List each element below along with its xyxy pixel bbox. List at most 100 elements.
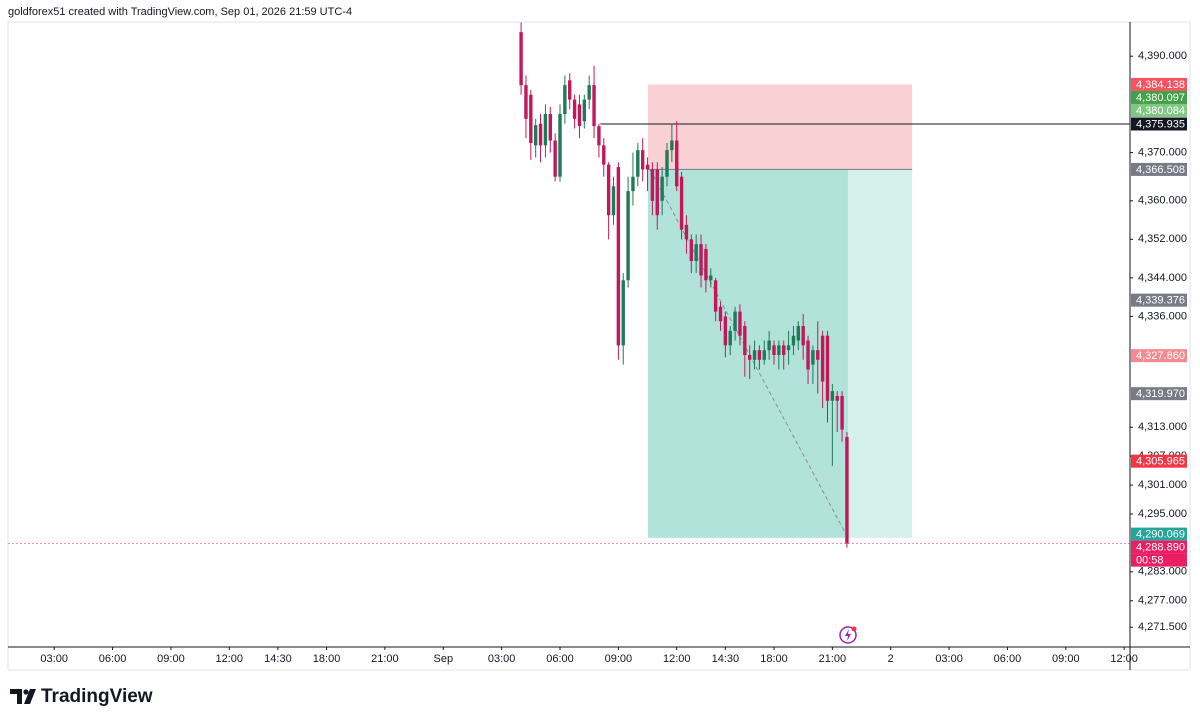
candle-body <box>553 140 557 177</box>
candle-body <box>772 345 776 355</box>
candle-body <box>767 340 771 351</box>
candle-body <box>636 150 640 177</box>
candle-body <box>699 244 703 276</box>
candle-body <box>762 350 766 360</box>
candle-body <box>670 140 674 151</box>
candle-body <box>743 326 747 355</box>
candle-body <box>845 436 849 544</box>
candle-body <box>757 350 762 360</box>
brand: TradingView <box>41 686 153 707</box>
candle-body <box>524 85 528 119</box>
x-tick-label: 09:00 <box>157 653 185 665</box>
candle-body <box>587 85 591 100</box>
candle-body <box>718 306 723 322</box>
price-label-box <box>1131 77 1187 91</box>
x-tick-label: 06:00 <box>546 653 574 665</box>
candle-body <box>806 340 810 370</box>
price-label-box <box>1131 387 1187 401</box>
candle-body <box>558 114 562 177</box>
alert-dot <box>851 626 857 632</box>
candle-body <box>728 330 732 346</box>
y-tick-label: 4,336.000 <box>1138 310 1187 322</box>
x-tick-label: 03:00 <box>40 653 68 665</box>
candle-body <box>533 125 538 146</box>
candle-body <box>684 224 689 240</box>
candle-body <box>592 85 596 127</box>
candle-body <box>747 354 752 360</box>
y-tick-label: 4,301.000 <box>1138 479 1187 491</box>
x-tick-label: 03:00 <box>935 653 963 665</box>
candle-body <box>816 350 820 360</box>
candle-body <box>752 350 757 360</box>
alert-circle <box>839 626 857 644</box>
y-tick-label: 4,283.000 <box>1138 566 1187 578</box>
x-tick-label: 03:00 <box>488 653 516 665</box>
candle-body <box>704 248 708 281</box>
price-label: 4,339.376 <box>1136 295 1185 307</box>
price-label: 4,288.890 <box>1136 542 1185 554</box>
header: goldforex51 created with TradingView.com… <box>8 6 352 18</box>
candle-body <box>660 176 664 201</box>
candle-body <box>577 104 582 127</box>
candle-body <box>830 391 835 401</box>
price-label-box <box>1131 103 1187 117</box>
candle-body <box>572 99 577 119</box>
stop-zone <box>648 84 913 170</box>
alert-icon[interactable] <box>839 626 857 644</box>
candle-body <box>801 326 805 346</box>
candle-body <box>777 345 781 355</box>
x-tick-label: Sep <box>433 653 453 665</box>
price-label-box <box>1131 454 1187 468</box>
x-tick-label: 21:00 <box>819 653 847 665</box>
x-tick-label: 06:00 <box>99 653 127 665</box>
candle-body <box>733 311 737 331</box>
candle-body <box>665 150 669 177</box>
y-tick-label: 4,344.000 <box>1138 272 1187 284</box>
candle-body <box>782 345 786 355</box>
y-tick-label: 4,370.000 <box>1138 146 1187 158</box>
price-label: 4,305.965 <box>1136 456 1185 468</box>
price-label-box <box>1131 117 1187 131</box>
y-tick-label: 4,352.000 <box>1138 233 1187 245</box>
candle-body <box>597 126 601 146</box>
x-tick-label: 12:00 <box>216 653 244 665</box>
candle-body <box>538 123 543 146</box>
candle-body <box>679 176 684 230</box>
x-tick-label: 06:00 <box>994 653 1022 665</box>
candle-body <box>631 176 635 192</box>
candle-body <box>796 326 801 341</box>
candle-body <box>616 167 621 346</box>
price-label: 4,366.508 <box>1136 164 1185 176</box>
candle-body <box>626 191 630 281</box>
alert-bolt <box>845 629 851 641</box>
price-label-box <box>1131 540 1187 554</box>
price-label-box <box>1131 90 1187 104</box>
candle-body <box>835 395 839 401</box>
candle-body <box>791 335 796 346</box>
x-tick-label: 09:00 <box>605 653 633 665</box>
x-tick-label: 14:30 <box>264 653 292 665</box>
price-label-box <box>1131 349 1187 363</box>
candle-body <box>786 345 791 351</box>
candle-body <box>640 150 645 170</box>
price-label-box <box>1131 293 1187 307</box>
price-label-box <box>1131 162 1187 176</box>
logo-icon <box>10 689 36 704</box>
candle-body <box>675 140 679 187</box>
x-tick-label: 2 <box>888 653 894 665</box>
logo-dot <box>23 689 29 695</box>
candle-body <box>840 395 844 430</box>
x-tick-label: 18:00 <box>760 653 788 665</box>
price-label: 4,327.860 <box>1136 350 1185 362</box>
price-label: 4,380.097 <box>1136 92 1185 104</box>
logo <box>10 689 36 704</box>
x-tick-label: 18:00 <box>313 653 341 665</box>
y-tick-label: 4,360.000 <box>1138 195 1187 207</box>
candle-body <box>621 280 625 346</box>
x-tick-label: 12:00 <box>1110 653 1138 665</box>
candle-body <box>543 114 548 146</box>
candle-body <box>825 335 830 401</box>
price-label: 4,375.935 <box>1136 118 1185 130</box>
y-tick-label: 4,295.000 <box>1138 508 1187 520</box>
